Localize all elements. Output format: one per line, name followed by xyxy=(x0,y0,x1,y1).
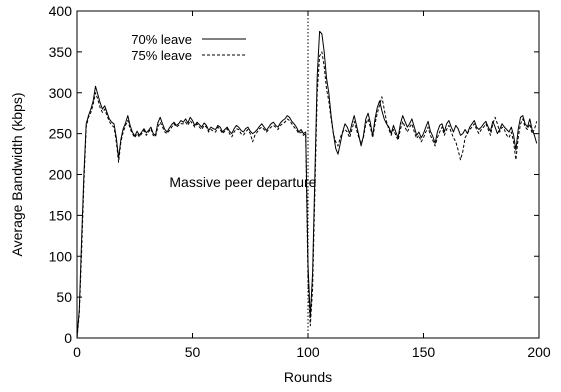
x-tick-label: 100 xyxy=(296,344,320,360)
legend-label-70-leave: 70% leave xyxy=(131,32,192,47)
x-tick-label: 50 xyxy=(185,344,201,360)
y-tick-label: 350 xyxy=(49,44,73,60)
y-tick-label: 50 xyxy=(56,289,72,305)
tick-labels: 0 50 100 150 200 250 300 350 400 0 50 100 150 200 xyxy=(49,3,551,360)
plot-frame xyxy=(76,10,540,339)
y-tick-label: 200 xyxy=(49,167,73,183)
series-lines xyxy=(76,30,538,339)
x-tick-label: 0 xyxy=(73,344,81,360)
legend: 70% leave 75% leave xyxy=(131,32,246,63)
y-tick-label: 250 xyxy=(49,126,73,142)
y-tick-label: 400 xyxy=(49,3,73,19)
y-tick-label: 0 xyxy=(64,330,72,346)
series-line-75-leave xyxy=(76,51,538,339)
x-tick-label: 150 xyxy=(412,344,436,360)
annotation-massive-peer-departure: Massive peer departure xyxy=(169,174,316,190)
x-tick-label: 200 xyxy=(527,344,551,360)
x-axis-label: Rounds xyxy=(284,369,332,385)
y-tick-label: 100 xyxy=(49,248,73,264)
y-tick-label: 150 xyxy=(49,207,73,223)
series-line-70-leave xyxy=(76,30,538,339)
legend-label-75-leave: 75% leave xyxy=(131,48,192,63)
y-tick-label: 300 xyxy=(49,85,73,101)
y-axis-label: Average Bandwidth (kbps) xyxy=(9,93,25,257)
